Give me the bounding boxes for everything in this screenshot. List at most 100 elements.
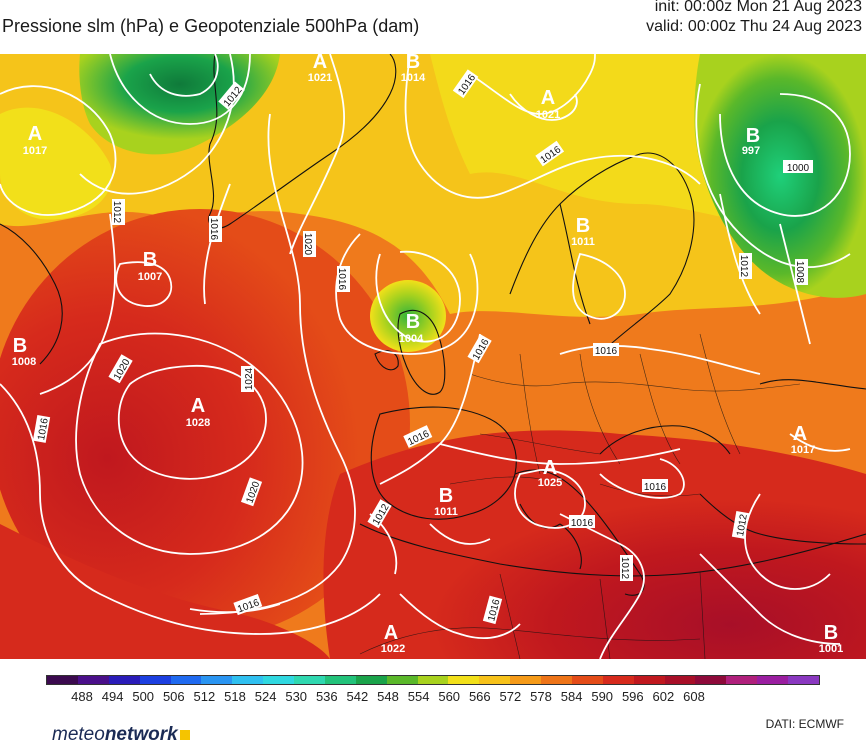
system-letter: B xyxy=(406,311,420,333)
colorbar: 488 494 500 506 512 518 524 530 536 542 548 554 560 5… xyxy=(46,675,820,707)
colorbar-cell xyxy=(695,676,727,684)
isobar-label: 1020 xyxy=(302,233,313,256)
colorbar-tick-label: 590 xyxy=(591,689,614,704)
colorbar-tick-label: 584 xyxy=(560,689,583,704)
system-value: 1022 xyxy=(381,643,405,655)
colorbar-tick-label: 572 xyxy=(499,689,522,704)
field-uk-low xyxy=(370,280,446,352)
system-value: 1011 xyxy=(434,506,458,518)
colorbar-cell xyxy=(633,676,665,684)
system-letter: A xyxy=(28,123,42,145)
brand-logo: meteonetwork xyxy=(52,724,190,746)
colorbar-cell xyxy=(788,676,819,684)
system-letter: A xyxy=(793,423,807,445)
colorbar-cell xyxy=(726,676,758,684)
colorbar-tick-label: 602 xyxy=(652,689,675,704)
system-value: 1007 xyxy=(138,271,162,283)
colorbar-tick-label: 512 xyxy=(193,689,216,704)
colorbar-cell xyxy=(170,676,202,684)
chart-title: Pressione slm (hPa) e Geopotenziale 500h… xyxy=(2,16,420,36)
valid-time: valid: 00:00z Thu 24 Aug 2023 xyxy=(646,18,862,35)
isobar-label: 1008 xyxy=(794,261,805,284)
system-letter: B xyxy=(13,335,27,357)
colorbar-cell xyxy=(108,676,140,684)
field-greenland-low xyxy=(79,54,280,155)
system-value: 1017 xyxy=(791,444,815,456)
colorbar-ticks: 488 494 500 506 512 518 524 530 536 542 548 554 560 5… xyxy=(46,689,820,707)
system-value: 1021 xyxy=(308,72,332,84)
colorbar-cell xyxy=(386,676,418,684)
colorbar-tick-label: 560 xyxy=(438,689,461,704)
isobars xyxy=(0,54,851,659)
data-source: DATI: ECMWF xyxy=(765,717,844,731)
isobar-label: 1016 xyxy=(208,218,219,241)
colorbar-cell xyxy=(47,676,78,684)
isobar-label: 1012 xyxy=(619,557,630,580)
brand-square-icon xyxy=(179,729,190,740)
colorbar-strip xyxy=(46,675,820,685)
colorbar-cell xyxy=(77,676,109,684)
colorbar-tick-label: 500 xyxy=(132,689,155,704)
colorbar-tick-label: 536 xyxy=(315,689,338,704)
colorbar-tick-label: 494 xyxy=(101,689,124,704)
system-letter: A xyxy=(313,54,327,73)
isobar-label: 1016 xyxy=(571,518,594,529)
colorbar-tick-label: 518 xyxy=(224,689,246,704)
colorbar-cell xyxy=(139,676,171,684)
colorbar-tick-label: 554 xyxy=(407,689,430,704)
colorbar-tick-label: 596 xyxy=(621,689,644,704)
system-value: 1014 xyxy=(401,72,426,84)
colorbar-cell xyxy=(324,676,356,684)
forecast-map[interactable]: 1012 1016 1012 1016 1020 1016 1016 1016 … xyxy=(0,54,866,659)
system-letter: B xyxy=(576,215,590,237)
system-value: 1011 xyxy=(571,236,595,248)
colorbar-tick-label: 506 xyxy=(162,689,185,704)
colorbar-cell xyxy=(664,676,696,684)
field-mediterranean xyxy=(323,430,866,659)
colorbar-cell xyxy=(602,676,634,684)
brand-suffix: network xyxy=(104,724,178,745)
colorbar-tick-label: 548 xyxy=(377,689,399,704)
system-value: 1008 xyxy=(12,356,36,368)
system-letter: A xyxy=(384,622,398,644)
isobar-label: 1012 xyxy=(735,513,750,537)
system-letter: A xyxy=(191,395,205,417)
isobar-label-group: 1012 1016 1012 1016 1020 1016 1016 1016 … xyxy=(32,69,813,625)
system-letter: B xyxy=(143,249,157,271)
system-value: 1004 xyxy=(399,333,424,345)
colorbar-tick-label: 488 xyxy=(71,689,93,704)
colorbar-cell xyxy=(479,676,511,684)
system-letter: B xyxy=(406,54,420,73)
map-canvas: 1012 1016 1012 1016 1020 1016 1016 1016 … xyxy=(0,54,866,659)
isobar-label: 1016 xyxy=(595,346,618,357)
isobar-label: 1016 xyxy=(336,268,347,291)
field-yellow-west xyxy=(0,107,112,220)
system-letter: A xyxy=(541,87,555,109)
field-southwest xyxy=(0,524,330,659)
coastlines xyxy=(0,54,866,596)
colorbar-cell xyxy=(571,676,603,684)
colorbar-cell xyxy=(541,676,572,684)
colorbar-cell xyxy=(510,676,541,684)
colorbar-tick-label: 608 xyxy=(683,689,705,704)
system-value: 1025 xyxy=(538,477,562,489)
colorbar-cell xyxy=(355,676,387,684)
field-barents-low xyxy=(694,54,866,298)
isobar-label: 1016 xyxy=(36,417,51,441)
